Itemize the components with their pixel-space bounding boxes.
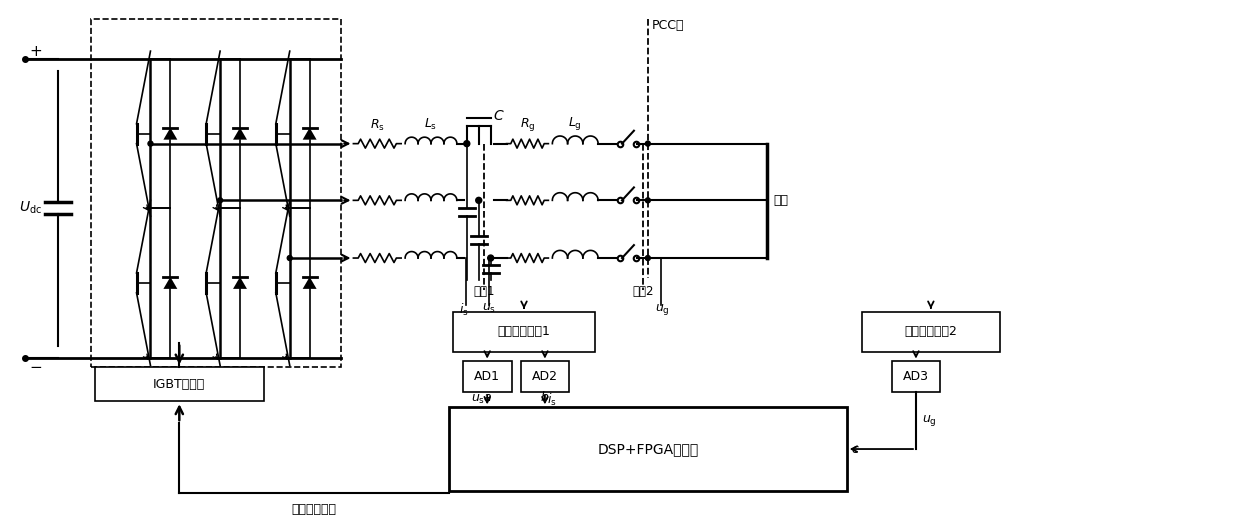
Polygon shape bbox=[233, 128, 247, 140]
Text: $a$: $a$ bbox=[482, 391, 491, 404]
Text: PCC点: PCC点 bbox=[652, 19, 684, 32]
Text: $b$: $b$ bbox=[541, 390, 549, 404]
Circle shape bbox=[464, 140, 470, 147]
Text: $R_{\rm g}$: $R_{\rm g}$ bbox=[520, 116, 536, 132]
Text: $U_{\rm dc}$: $U_{\rm dc}$ bbox=[19, 200, 42, 216]
Text: 驱动控制信号: 驱动控制信号 bbox=[291, 503, 336, 516]
Bar bbox=[463, 361, 512, 392]
Text: $i_{\rm s}$: $i_{\rm s}$ bbox=[547, 392, 557, 408]
Polygon shape bbox=[164, 277, 177, 289]
Bar bbox=[449, 407, 847, 491]
Polygon shape bbox=[164, 128, 177, 140]
Text: $i_{\rm s}$: $i_{\rm s}$ bbox=[459, 302, 469, 318]
Text: $R_{\rm s}$: $R_{\rm s}$ bbox=[370, 118, 384, 132]
Text: DSP+FPGA控制器: DSP+FPGA控制器 bbox=[598, 442, 698, 456]
Polygon shape bbox=[303, 128, 316, 140]
Bar bbox=[862, 312, 999, 351]
Text: $u_{\rm s}$: $u_{\rm s}$ bbox=[481, 302, 496, 315]
Text: 信号调理模块2: 信号调理模块2 bbox=[904, 325, 957, 338]
Bar bbox=[453, 312, 595, 351]
Text: AD2: AD2 bbox=[532, 370, 558, 383]
Bar bbox=[521, 361, 569, 392]
Text: $c$: $c$ bbox=[851, 443, 859, 455]
Circle shape bbox=[645, 198, 650, 203]
Circle shape bbox=[148, 141, 153, 146]
Circle shape bbox=[218, 198, 223, 203]
Text: $u_{\rm s}$: $u_{\rm s}$ bbox=[471, 393, 485, 407]
Text: 霍尔1: 霍尔1 bbox=[472, 285, 495, 298]
Polygon shape bbox=[233, 277, 247, 289]
Bar bbox=[892, 361, 940, 392]
Circle shape bbox=[645, 255, 650, 261]
Circle shape bbox=[288, 255, 293, 261]
Bar bbox=[94, 367, 264, 401]
Text: $u_{\rm g}$: $u_{\rm g}$ bbox=[656, 302, 670, 317]
Text: $C$: $C$ bbox=[492, 109, 505, 123]
Text: +: + bbox=[29, 43, 42, 59]
Text: $u_{\rm g}$: $u_{\rm g}$ bbox=[921, 413, 936, 428]
Text: 电网: 电网 bbox=[774, 194, 789, 207]
Circle shape bbox=[476, 197, 481, 204]
Text: 信号调理模块1: 信号调理模块1 bbox=[497, 325, 551, 338]
Text: AD3: AD3 bbox=[903, 370, 929, 383]
Text: $L_{\rm s}$: $L_{\rm s}$ bbox=[424, 117, 438, 131]
Circle shape bbox=[487, 255, 494, 261]
Text: $-$: $-$ bbox=[29, 358, 42, 373]
Text: AD1: AD1 bbox=[474, 370, 500, 383]
Polygon shape bbox=[303, 277, 316, 289]
Text: 霍尔2: 霍尔2 bbox=[632, 285, 653, 298]
Circle shape bbox=[645, 141, 650, 146]
Bar bbox=[91, 19, 341, 367]
Text: $L_{\rm g}$: $L_{\rm g}$ bbox=[568, 114, 582, 131]
Text: IGBT驱动器: IGBT驱动器 bbox=[154, 378, 206, 391]
